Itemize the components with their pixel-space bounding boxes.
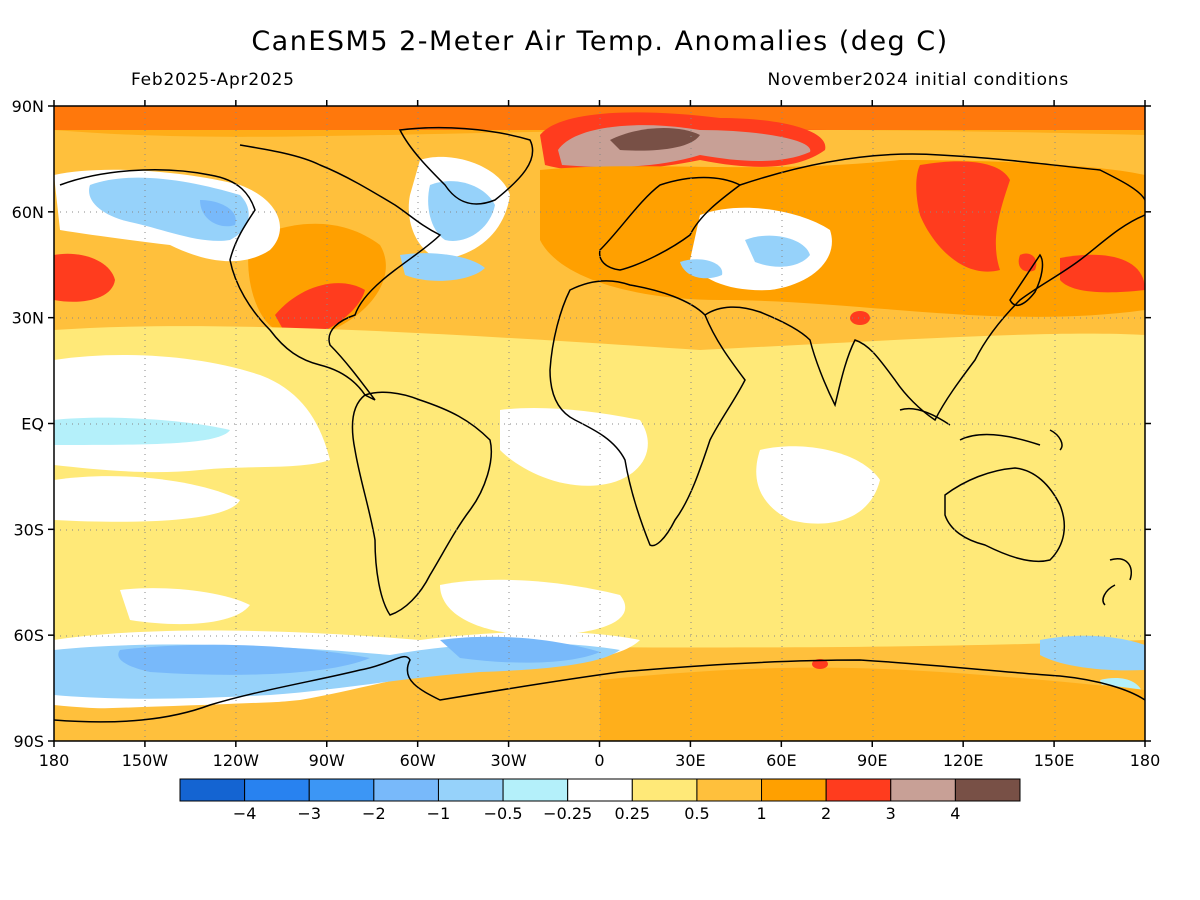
colorbar-label: 1	[756, 804, 766, 823]
colorbar-label: −3	[297, 804, 321, 823]
colorbar-labels: −4 −3 −2 −1 −0.5 −0.25 0.25 0.5 1 2 3 4	[233, 804, 961, 823]
colorbar-swatch	[373, 778, 439, 802]
colorbar-label: −4	[233, 804, 257, 823]
lon-label: 120E	[943, 751, 984, 770]
lat-labels: 90N 60N 30N EQ 30S 60S 90S	[12, 97, 44, 751]
colorbar-label: 2	[821, 804, 831, 823]
lon-labels: 180 150W 120W 90W 60W 30W 0 30E 60E 90E 120E 150E 18…	[39, 751, 1161, 770]
colorbar-label: −2	[362, 804, 386, 823]
colorbar	[179, 778, 1021, 802]
lon-label: 0	[594, 751, 604, 770]
colorbar-swatch	[761, 778, 827, 802]
lat-label: 90S	[13, 732, 44, 751]
colorbar-label: −1	[427, 804, 451, 823]
colorbar-label: −0.25	[543, 804, 592, 823]
lat-label: 60N	[12, 203, 44, 222]
colorbar-label: 0.5	[684, 804, 709, 823]
colorbar-label: 4	[950, 804, 960, 823]
forecast-period: Feb2025-Apr2025	[131, 70, 295, 90]
lon-label: 120W	[213, 751, 260, 770]
lat-label: 60S	[13, 626, 44, 645]
initial-conditions: November2024 initial conditions	[767, 70, 1069, 90]
colorbar-swatch	[890, 778, 956, 802]
colorbar-swatch	[502, 778, 569, 802]
colorbar-label: 3	[886, 804, 896, 823]
lon-label: 60E	[766, 751, 796, 770]
lon-label: 90W	[309, 751, 345, 770]
lon-label: 30W	[490, 751, 526, 770]
lat-label: 30N	[12, 309, 44, 328]
colorbar-swatch	[308, 778, 375, 802]
lon-label: 150W	[122, 751, 169, 770]
colorbar-swatch	[437, 778, 504, 802]
lon-label: 180	[1130, 751, 1161, 770]
lat-label: 30S	[13, 520, 44, 539]
colorbar-swatch	[696, 778, 763, 802]
axis-ticks	[48, 100, 1151, 747]
map-title: CanESM5 2-Meter Air Temp. Anomalies (deg…	[251, 26, 949, 57]
lon-label: 150E	[1034, 751, 1075, 770]
colorbar-swatch	[567, 778, 633, 802]
colorbar-swatch	[631, 778, 698, 802]
colorbar-swatch	[825, 778, 892, 802]
lon-label: 30E	[675, 751, 705, 770]
lon-label: 60W	[400, 751, 436, 770]
lon-label: 90E	[857, 751, 887, 770]
colorbar-label: −0.5	[484, 804, 523, 823]
colorbar-swatch	[244, 778, 310, 802]
colorbar-label: 0.25	[614, 804, 650, 823]
anomaly-field	[54, 106, 1145, 741]
lat-label: 90N	[12, 97, 44, 116]
lat-label: EQ	[21, 415, 44, 434]
lon-label: 180	[39, 751, 70, 770]
colorbar-swatch	[179, 778, 246, 802]
colorbar-swatch	[954, 778, 1021, 802]
coastlines	[54, 126, 1145, 723]
